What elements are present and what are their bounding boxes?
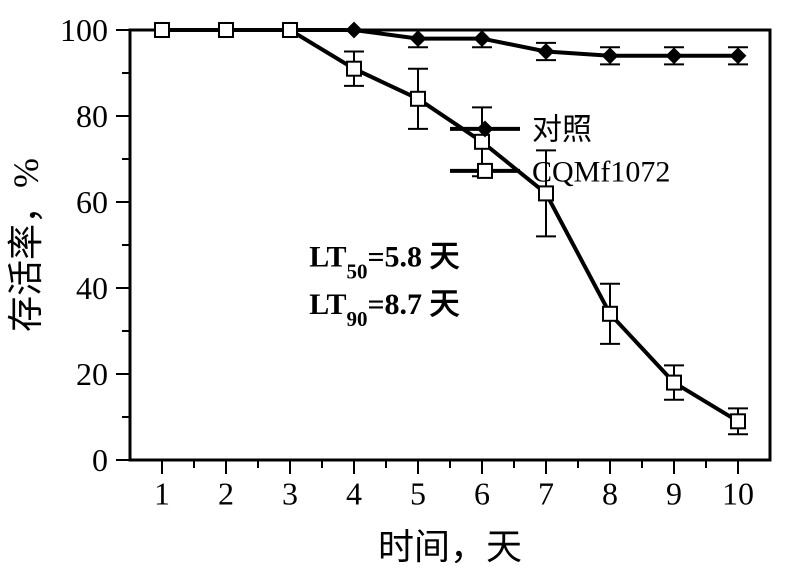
- x-tick-label: 3: [282, 475, 298, 511]
- y-tick-label: 100: [60, 12, 108, 48]
- y-axis-label: 存活率，%: [6, 158, 46, 332]
- x-tick-label: 2: [218, 475, 234, 511]
- y-tick-label: 0: [92, 442, 108, 478]
- x-tick-label: 9: [666, 475, 682, 511]
- legend-label-control: 对照: [532, 113, 592, 146]
- x-tick-label: 4: [346, 475, 362, 511]
- y-tick-label: 40: [76, 270, 108, 306]
- x-tick-label: 5: [410, 475, 426, 511]
- y-tick-label: 60: [76, 184, 108, 220]
- y-tick-label: 20: [76, 356, 108, 392]
- x-tick-label: 10: [722, 475, 754, 511]
- x-axis-label: 时间，天: [378, 527, 522, 567]
- y-tick-label: 80: [76, 98, 108, 134]
- x-tick-label: 8: [602, 475, 618, 511]
- legend-label-cqm: CQMf1072: [532, 155, 670, 188]
- x-tick-label: 1: [154, 475, 170, 511]
- x-tick-label: 7: [538, 475, 554, 511]
- survival-chart: 12345678910020406080100时间，天存活率，%对照CQMf10…: [0, 0, 800, 569]
- x-tick-label: 6: [474, 475, 490, 511]
